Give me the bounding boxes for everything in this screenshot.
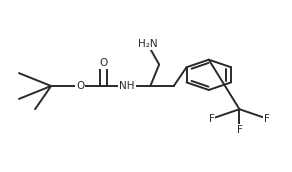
Text: O: O xyxy=(100,58,108,68)
Text: F: F xyxy=(264,114,270,124)
Text: F: F xyxy=(237,125,242,135)
Text: H₂N: H₂N xyxy=(138,39,157,49)
Text: O: O xyxy=(76,81,84,91)
Text: NH: NH xyxy=(119,81,135,91)
Text: F: F xyxy=(209,114,215,124)
